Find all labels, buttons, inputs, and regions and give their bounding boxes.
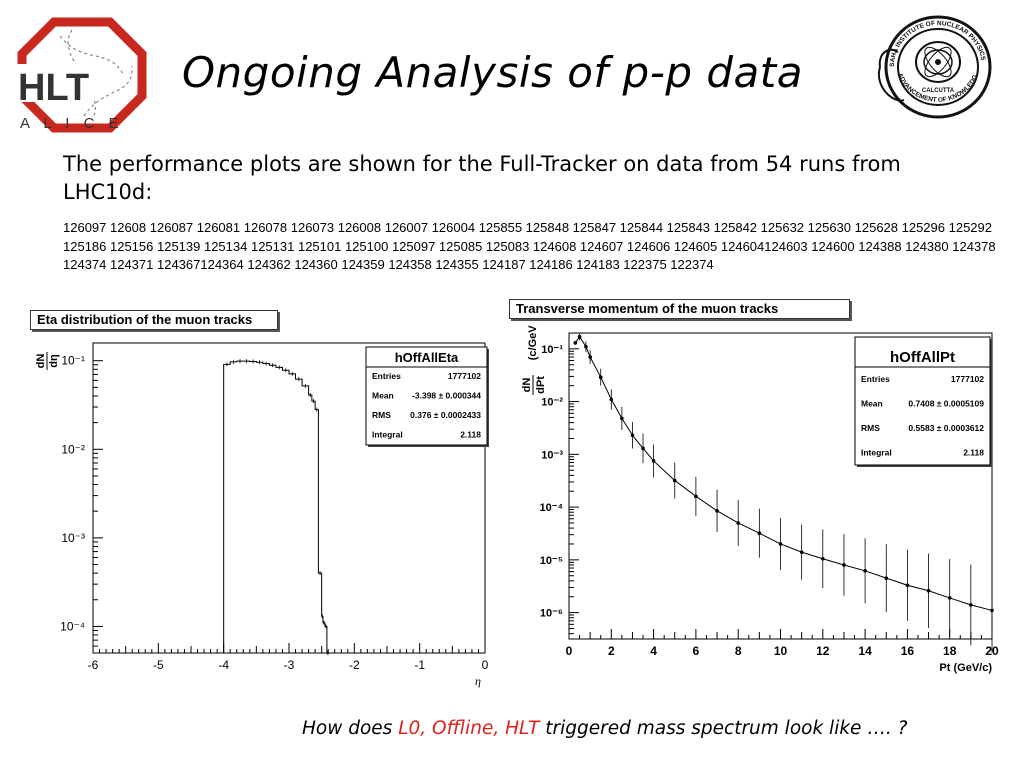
eta-distribution-chart: -6 -5 -4 -3 -2 -1 0 η 10⁻¹ 10⁻² 10⁻³ 10⁻⁴ dN dη hOffAl… <box>30 335 495 695</box>
alice-logo-text: A L I C E <box>20 115 124 132</box>
pt-x-tick-label: 4 <box>650 644 657 658</box>
eta-y-axis-label: dN dη <box>35 352 60 370</box>
eta-x-tick-label: -6 <box>88 658 99 672</box>
pt-y-tick-label: 10⁻⁵ <box>540 555 563 567</box>
pt-stats-label: Entries <box>861 374 890 384</box>
pt-x-tick-label: 10 <box>774 644 788 658</box>
pt-distribution-chart: 0 2 4 6 8 10 12 14 16 18 20 Pt (GeV/c) 10⁻¹ 10⁻² 10⁻³ 1… <box>510 321 1000 685</box>
eta-stats-value: 0.376 ± 0.0002433 <box>410 410 481 420</box>
eta-x-tick-label: -1 <box>414 658 425 672</box>
pt-data-point <box>990 608 994 613</box>
pt-stats-label: RMS <box>861 423 880 433</box>
pt-y-axis-label-unit: (c/GeV) <box>527 325 539 360</box>
eta-x-tick-label: 0 <box>482 658 489 672</box>
eta-stats-label: Entries <box>372 371 401 381</box>
saha-institute-seal: SAHA INSTITUTE OF NUCLEAR PHYSICS ADVANC… <box>874 7 994 122</box>
pt-x-tick-label: 6 <box>693 644 700 658</box>
eta-stats-label: Integral <box>372 430 403 440</box>
footer-highlight: L0, Offline, HLT <box>398 718 540 739</box>
eta-stats-label: Mean <box>372 391 394 401</box>
pt-x-tick-label: 14 <box>858 644 872 658</box>
eta-y-axis-label-denominator: dη <box>48 354 60 368</box>
footer-prefix: How does <box>302 718 399 739</box>
saha-seal-city: CALCUTTA <box>922 88 955 94</box>
pt-x-axis-label: Pt (GeV/c) <box>939 662 992 674</box>
pt-y-tick-label: 10⁻⁶ <box>540 608 563 620</box>
eta-x-tick-label: -2 <box>349 658 360 672</box>
pt-x-tick-label: 2 <box>608 644 615 658</box>
eta-stats-value: -3.398 ± 0.000344 <box>412 391 481 401</box>
pt-y-axis-label-numerator: dN <box>521 378 533 393</box>
hlt-logo-swirl <box>59 29 133 117</box>
pt-y-tick-label: 10⁻³ <box>541 449 563 461</box>
pt-panel-title: Transverse momentum of the muon tracks <box>509 299 850 319</box>
eta-x-tick-label: -3 <box>284 658 295 672</box>
eta-histogram-line <box>223 360 330 654</box>
pt-y-tick-label: 10⁻⁴ <box>540 502 563 514</box>
eta-y-tick-label: 10⁻⁴ <box>60 619 85 633</box>
eta-stats-value: 1777102 <box>448 371 481 381</box>
slide-title: Ongoing Analysis of p-p data <box>182 48 803 97</box>
hlt-alice-logo: HLT A L I C E <box>14 16 154 134</box>
pt-stats-name: hOffAllPt <box>890 349 955 366</box>
pt-x-tick-label: 12 <box>816 644 830 658</box>
pt-trend-line <box>574 335 993 611</box>
pt-x-tick-label: 0 <box>566 644 573 658</box>
eta-panel-title: Eta distribution of the muon tracks <box>30 310 278 330</box>
pt-stats-value: 0.7408 ± 0.0005109 <box>908 399 984 409</box>
eta-y-tick-label: 10⁻³ <box>61 531 85 545</box>
eta-x-tick-label: -5 <box>153 658 164 672</box>
pt-x-tick-label: 18 <box>943 644 957 658</box>
eta-stats-label: RMS <box>372 410 391 420</box>
pt-stats-value: 2.118 <box>963 448 984 458</box>
pt-x-tick-label: 16 <box>901 644 915 658</box>
eta-x-axis-label: η <box>475 674 481 688</box>
hlt-logo-text: HLT <box>18 67 89 109</box>
intro-text: The performance plots are shown for the … <box>63 152 901 204</box>
footer-suffix: triggered mass spectrum look like …. ? <box>539 718 908 739</box>
pt-y-axis-label-denominator: dPt <box>535 376 547 394</box>
eta-y-tick-label: 10⁻¹ <box>61 354 85 368</box>
eta-y-axis-label-numerator: dN <box>35 354 47 369</box>
pt-stats-label: Integral <box>861 448 892 458</box>
eta-stats-value: 2.118 <box>460 430 481 440</box>
pt-stats-label: Mean <box>861 399 883 409</box>
eta-x-tick-label: -4 <box>218 658 229 672</box>
eta-stats-name: hOffAllEta <box>395 350 459 365</box>
pt-stats-box <box>854 336 991 466</box>
eta-stats-box <box>365 346 488 446</box>
eta-y-tick-label: 10⁻² <box>61 442 85 456</box>
pt-stats-value: 0.5583 ± 0.0003612 <box>908 423 984 433</box>
pt-y-axis-label: dN dPt (c/GeV) <box>521 321 547 395</box>
pt-y-tick-label: 10⁻¹ <box>541 344 563 356</box>
pt-x-tick-label: 8 <box>735 644 742 658</box>
run-numbers: 126097 12608 126087 126081 126078 126073… <box>63 220 996 272</box>
pt-y-tick-label: 10⁻² <box>541 397 563 409</box>
pt-stats-value: 1777102 <box>951 374 984 384</box>
footer-question: How does L0, Offline, HLT triggered mass… <box>302 718 907 739</box>
